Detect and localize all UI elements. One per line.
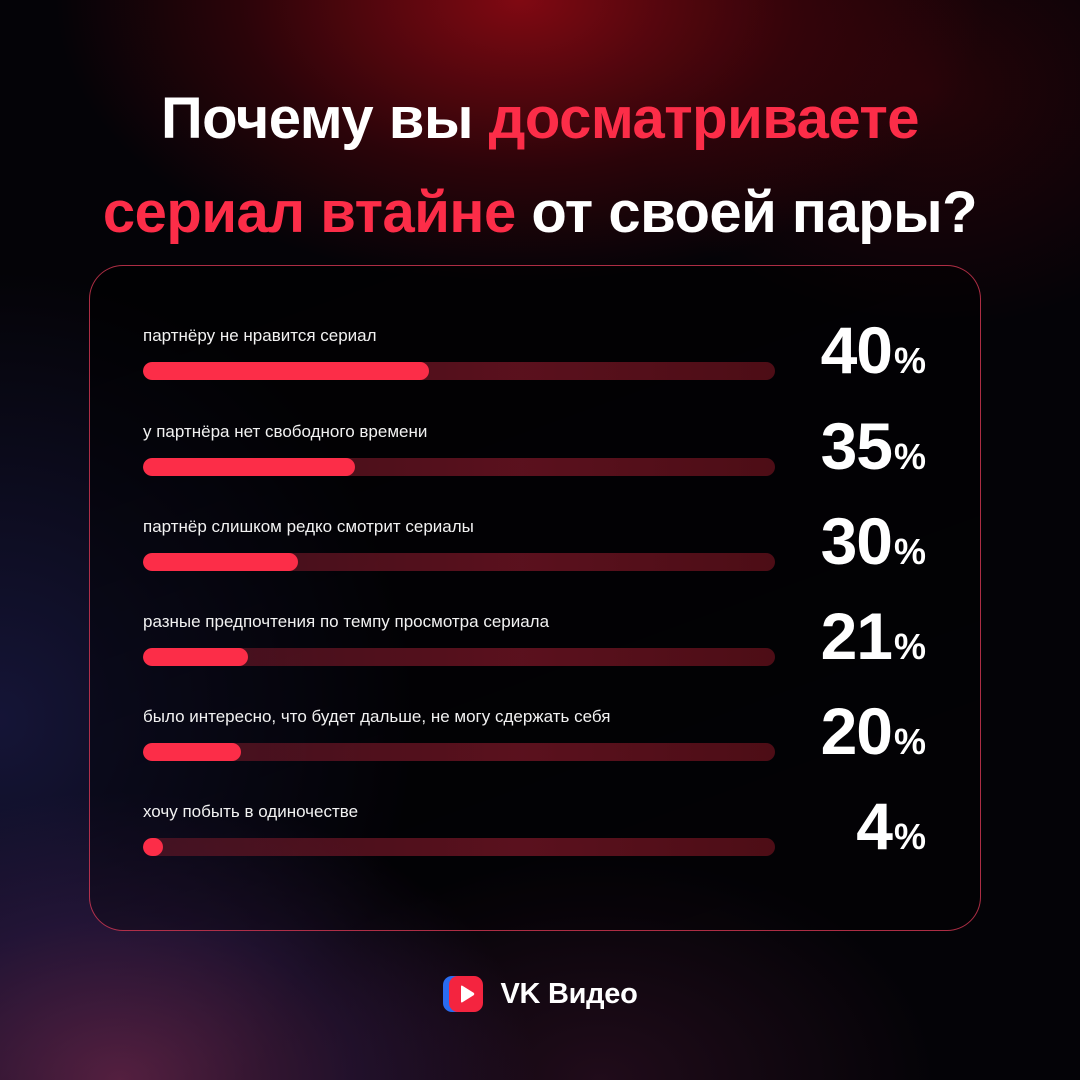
title-line-1: Почему вы досматриваете — [0, 72, 1080, 166]
row-label: хочу побыть в одиночестве — [143, 802, 359, 821]
percent-number: 35 — [820, 409, 893, 483]
chart-row: у партнёра нет свободного времени 35% — [143, 409, 933, 502]
percent-sign: % — [893, 721, 926, 762]
bar-track — [143, 648, 775, 666]
vk-video-logo-icon — [442, 974, 485, 1014]
percent-value: 30% — [820, 501, 926, 592]
chart-row: партнёру не нравится сериал 40% — [143, 313, 933, 406]
row-label: у партнёра нет свободного времени — [143, 422, 428, 441]
chart-card: партнёру не нравится сериал 40% у партнё… — [89, 265, 981, 931]
percent-number: 40 — [820, 313, 893, 387]
percent-value: 40% — [820, 310, 926, 401]
bar-track — [143, 743, 775, 761]
bar-fill — [143, 362, 429, 380]
percent-value: 21% — [820, 596, 926, 687]
title-accent-part: досматриваете — [488, 86, 920, 151]
percent-value: 20% — [820, 691, 926, 782]
percent-number: 30 — [820, 504, 893, 578]
percent-value: 35% — [820, 406, 926, 497]
row-label: партнёру не нравится сериал — [143, 326, 377, 345]
title-line-2: сериал втайне от своей пары? — [0, 166, 1080, 260]
bar-track — [143, 553, 775, 571]
percent-number: 21 — [820, 599, 893, 673]
bar-track — [143, 458, 775, 476]
chart-row: разные предпочтения по темпу просмотра с… — [143, 599, 933, 692]
row-label: было интересно, что будет дальше, не мог… — [143, 707, 611, 726]
bar-fill — [143, 553, 298, 571]
percent-number: 4 — [856, 789, 893, 863]
percent-sign: % — [893, 340, 926, 381]
bar-track — [143, 362, 775, 380]
bar-fill — [143, 648, 248, 666]
chart-row: было интересно, что будет дальше, не мог… — [143, 694, 933, 787]
bar-track — [143, 838, 775, 856]
footer-brand: VK Видео — [0, 972, 1080, 1016]
percent-sign: % — [893, 626, 926, 667]
percent-sign: % — [893, 436, 926, 477]
play-icon — [460, 985, 474, 1003]
bar-fill — [143, 838, 163, 856]
percent-sign: % — [893, 531, 926, 572]
page-title: Почему вы досматриваете сериал втайне от… — [0, 72, 1080, 260]
brand-name: VK Видео — [500, 977, 638, 1010]
row-label: разные предпочтения по темпу просмотра с… — [143, 612, 550, 631]
percent-value: 4% — [856, 786, 926, 877]
row-label: партнёр слишком редко смотрит сериалы — [143, 517, 474, 536]
chart-row: партнёр слишком редко смотрит сериалы 30… — [143, 504, 933, 597]
title-accent-part: сериал втайне — [102, 180, 516, 245]
percent-number: 20 — [820, 694, 893, 768]
bar-fill — [143, 458, 355, 476]
bar-fill — [143, 743, 241, 761]
title-white-part: Почему вы — [160, 86, 489, 151]
chart-row: хочу побыть в одиночестве 4% — [143, 789, 933, 882]
title-white-part: от своей пары? — [515, 180, 978, 245]
percent-sign: % — [893, 816, 926, 857]
